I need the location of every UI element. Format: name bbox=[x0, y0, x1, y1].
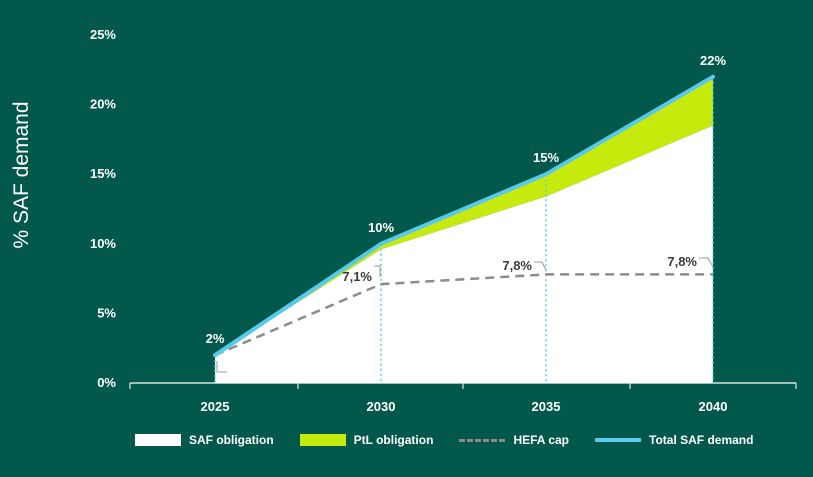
hefa-label-2040: 7,8% bbox=[667, 254, 697, 269]
total-saf-demand-line bbox=[213, 74, 715, 358]
legend-swatch-ptl-obligation bbox=[299, 434, 346, 446]
hefa-cap-line bbox=[214, 273, 713, 357]
hefa-label-2025: 2% bbox=[233, 364, 252, 379]
legend-label-ptl-obligation: PtL obligation bbox=[353, 433, 434, 447]
hefa-label-2035: 7,8% bbox=[502, 258, 532, 273]
legend-item-ptl-obligation: PtL obligation bbox=[299, 433, 434, 447]
legend-item-total-saf-demand: Total SAF demand bbox=[595, 433, 753, 447]
y-tick-label-1: 5% bbox=[97, 305, 116, 320]
hefa-leader-2030 bbox=[374, 265, 381, 277]
legend-swatch-hefa-cap bbox=[459, 438, 506, 442]
hefa-leader-2025 bbox=[216, 361, 227, 373]
ptl-obligation-area bbox=[215, 76, 713, 356]
hefa-label-2030: 7,1% bbox=[342, 269, 372, 284]
x-tick-label-2035: 2035 bbox=[532, 399, 561, 414]
total-label-2035: 15% bbox=[533, 150, 559, 165]
y-tick-label-5: 25% bbox=[90, 27, 116, 42]
hefa-leader-2040 bbox=[699, 257, 714, 268]
hefa-leader-2035 bbox=[534, 261, 547, 271]
legend-item-hefa-cap: HEFA cap bbox=[459, 433, 569, 447]
legend: SAF obligation PtL obligation HEFA cap T… bbox=[135, 430, 795, 450]
legend-swatch-total-saf-demand bbox=[595, 438, 642, 442]
x-tick-label-2040: 2040 bbox=[699, 399, 728, 414]
x-tick-label-2030: 2030 bbox=[367, 399, 396, 414]
legend-label-hefa-cap: HEFA cap bbox=[513, 433, 570, 447]
y-tick-label-3: 15% bbox=[90, 166, 116, 181]
y-tick-label-4: 20% bbox=[90, 97, 116, 112]
legend-swatch-saf-obligation bbox=[135, 434, 181, 446]
total-label-2025: 2% bbox=[206, 331, 225, 346]
y-tick-label-2: 10% bbox=[90, 236, 116, 251]
legend-label-total-saf-demand: Total SAF demand bbox=[649, 433, 754, 447]
legend-item-saf-obligation: SAF obligation bbox=[135, 433, 274, 447]
y-tick-label-0: 0% bbox=[97, 375, 116, 390]
total-label-2030: 10% bbox=[368, 220, 394, 235]
legend-label-saf-obligation: SAF obligation bbox=[189, 433, 274, 447]
total-label-2040: 22% bbox=[700, 53, 726, 68]
saf-obligation-area bbox=[215, 125, 713, 383]
x-tick-label-2025: 2025 bbox=[201, 399, 230, 414]
